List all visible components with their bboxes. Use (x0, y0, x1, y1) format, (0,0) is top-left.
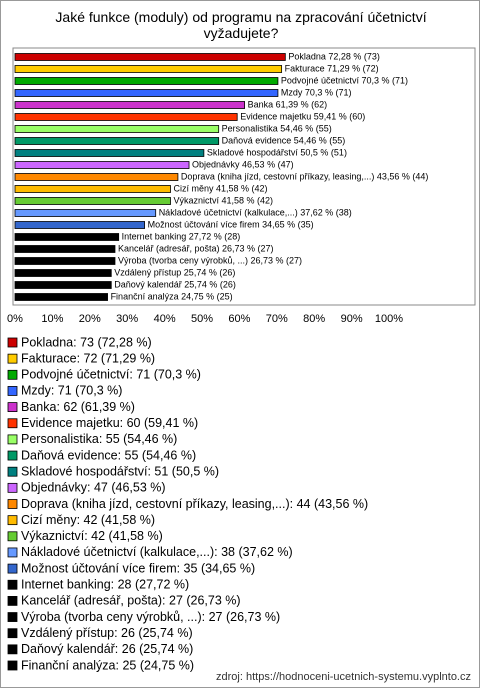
legend-swatch (7, 563, 18, 574)
x-tick-label: 20% (79, 313, 101, 325)
legend-label: Doprava (kniha jízd, cestovní příkazy, l… (21, 497, 368, 511)
legend-swatch (7, 596, 18, 606)
bar-label: Personalistika 54,46 % (55) (222, 123, 332, 133)
bar (14, 101, 245, 109)
bar (14, 113, 238, 121)
legend-swatch (7, 466, 18, 477)
bar (14, 161, 190, 169)
legend-swatch (7, 402, 18, 413)
bar (14, 293, 108, 301)
legend-swatch (7, 499, 18, 509)
source: zdroj: https://hodnoceni-ucetnich-system… (216, 671, 471, 683)
legend-label: Podvojné účetnictví: 71 (70,3 %) (21, 368, 201, 382)
legend-swatch (7, 353, 18, 364)
bar-label: Objednávky 46,53 % (47) (192, 159, 294, 169)
legend-swatch (7, 644, 18, 655)
x-tick-label: 10% (41, 313, 63, 325)
legend-label: Možnost účtování více firem: 35 (34,65 %… (21, 561, 255, 575)
legend-swatch (7, 386, 18, 396)
bar (14, 65, 283, 73)
legend-swatch (7, 434, 18, 445)
bar (14, 125, 220, 133)
legend-swatch (7, 337, 18, 348)
legend-swatch (7, 628, 18, 639)
legend-swatch (7, 369, 18, 380)
bar (14, 221, 145, 229)
bar (14, 77, 279, 85)
legend-label: Personalistika: 55 (54,46 %) (21, 432, 177, 446)
bar-label: Vzdálený přístup 25,74 % (26) (114, 267, 235, 277)
bar (14, 89, 279, 97)
bar-label: Výroba (tvorba ceny výrobků, ...) 26,73 … (118, 255, 302, 265)
x-tick-label: 70% (266, 313, 288, 325)
bar (14, 209, 157, 217)
legend-label: Daňový kalendář: 26 (25,74 %) (21, 642, 193, 656)
bar (14, 257, 116, 265)
bar-label: Podvojné účetnictví 70,3 % (71) (281, 75, 408, 85)
bar (14, 185, 171, 193)
x-tick-label: 100% (375, 313, 403, 325)
legend-label: Vzdálený přístup: 26 (25,74 %) (21, 626, 193, 640)
bar (14, 53, 286, 61)
bar-label: Skladové hospodářství 50,5 % (51) (207, 147, 347, 157)
legend-swatch (7, 660, 18, 671)
legend-label: Finanční analýza: 25 (24,75 %) (21, 658, 194, 672)
x-tick-label: 0% (7, 313, 23, 325)
legend-label: Výkaznictví: 42 (41,58 %) (21, 529, 163, 543)
bar-label: Výkaznictví 41,58 % (42) (174, 195, 274, 205)
legend-label: Kancelář (adresář, pošta): 27 (26,73 %) (21, 594, 241, 608)
chart-title: Jaké funkce (moduly) od programu na zpra… (55, 9, 427, 41)
bar-label: Možnost účtování více firem 34,65 % (35) (148, 219, 314, 229)
bar (14, 197, 171, 205)
x-tick-label: 40% (154, 313, 176, 325)
bar (14, 245, 116, 253)
bar-label: Finanční analýza 24,75 % (25) (111, 291, 233, 301)
bar (14, 233, 120, 241)
bar (14, 269, 112, 277)
bar-label: Kancelář (adresář, pošta) 26,73 % (27) (118, 243, 274, 253)
x-tick-label: 60% (228, 313, 250, 325)
bar (14, 173, 179, 181)
x-tick-label: 80% (303, 313, 325, 325)
bar (14, 137, 220, 145)
bar-label: Banka 61,39 % (62) (248, 99, 328, 109)
legend-label: Fakturace: 72 (71,29 %) (21, 351, 155, 365)
legend-swatch (7, 515, 18, 526)
bar-label: Mzdy 70,3 % (71) (281, 87, 352, 97)
legend-label: Mzdy: 71 (70,3 %) (21, 384, 122, 398)
legend-label: Banka: 62 (61,39 %) (21, 400, 135, 414)
legend-swatch (7, 482, 18, 493)
legend-swatch (7, 547, 18, 558)
legend-label: Evidence majetku: 60 (59,41 %) (21, 416, 198, 430)
legend-label: Objednávky: 47 (46,53 %) (21, 481, 166, 495)
bar-label: Fakturace 71,29 % (72) (285, 63, 379, 73)
legend-label: Pokladna: 73 (72,28 %) (21, 335, 152, 349)
bar (14, 149, 205, 157)
legend-swatch (7, 450, 18, 461)
legend-label: Výroba (tvorba ceny výrobků, ...): 27 (2… (21, 610, 280, 624)
legend-label: Cizí měny: 42 (41,58 %) (21, 513, 155, 527)
bar-label: Evidence majetku 59,41 % (60) (240, 111, 365, 121)
bar-label: Cizí měny 41,58 % (42) (174, 183, 268, 193)
bar-label: Doprava (kniha jízd, cestovní příkazy, l… (181, 171, 428, 181)
legend-swatch (7, 612, 18, 622)
legend-swatch (7, 418, 18, 429)
bar (14, 281, 112, 289)
x-tick-label: 90% (341, 313, 363, 325)
legend-label: Skladové hospodářství: 51 (50,5 %) (21, 464, 219, 478)
bar-label: Pokladna 72,28 % (73) (288, 51, 380, 61)
x-tick-label: 30% (116, 313, 138, 325)
legend-label: Daňová evidence: 55 (54,46 %) (21, 448, 196, 462)
legend-label: Internet banking: 28 (27,72 %) (21, 578, 189, 592)
bar-label: Daňová evidence 54,46 % (55) (222, 135, 346, 145)
bar-label: Nákladové účetnictví (kalkulace,...) 37,… (159, 207, 352, 217)
bar-label: Daňový kalendář 25,74 % (26) (114, 279, 236, 289)
legend-swatch (7, 579, 18, 590)
legend-swatch (7, 531, 18, 542)
bar-label: Internet banking 27,72 % (28) (122, 231, 241, 241)
legend-label: Nákladové účetnictví (kalkulace,...): 38… (21, 545, 293, 559)
x-tick-label: 50% (191, 313, 213, 325)
